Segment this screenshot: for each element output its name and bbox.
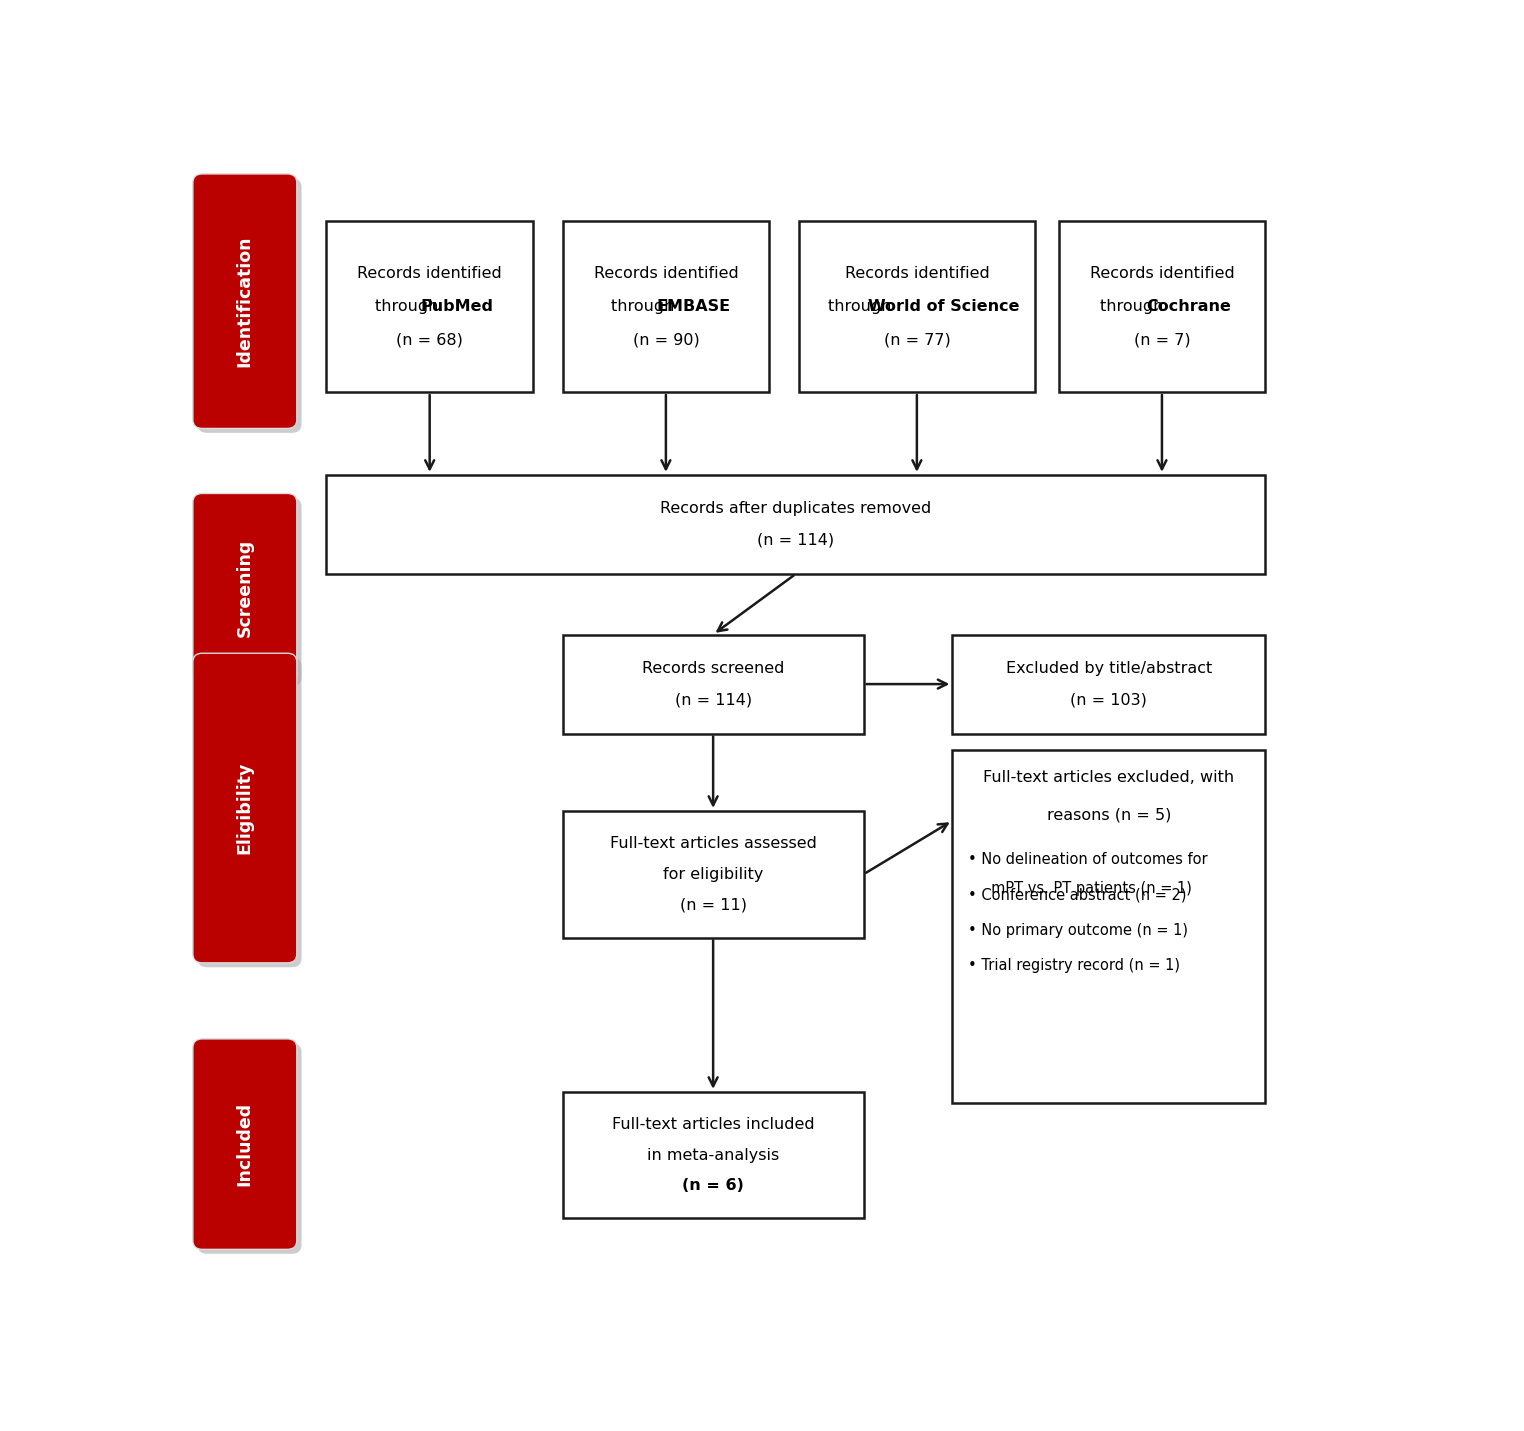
Text: Records identified: Records identified bbox=[844, 266, 989, 280]
Text: • Trial registry record (n = 1): • Trial registry record (n = 1) bbox=[968, 959, 1180, 973]
Text: (n = 114): (n = 114) bbox=[675, 693, 751, 707]
Text: Screening: Screening bbox=[236, 538, 255, 637]
Text: • No delineation of outcomes for: • No delineation of outcomes for bbox=[968, 853, 1207, 867]
FancyBboxPatch shape bbox=[562, 1092, 864, 1219]
FancyBboxPatch shape bbox=[562, 222, 770, 392]
Text: Cochrane: Cochrane bbox=[1146, 299, 1231, 315]
Text: (n = 103): (n = 103) bbox=[1070, 693, 1148, 707]
Text: EMBASE: EMBASE bbox=[655, 299, 730, 315]
Text: (n = 114): (n = 114) bbox=[757, 532, 834, 547]
FancyBboxPatch shape bbox=[952, 634, 1265, 734]
Text: (n = 7): (n = 7) bbox=[1134, 332, 1190, 348]
FancyBboxPatch shape bbox=[952, 750, 1265, 1103]
Text: Records identified: Records identified bbox=[1090, 266, 1234, 280]
FancyBboxPatch shape bbox=[198, 179, 302, 432]
Text: Records identified: Records identified bbox=[357, 266, 501, 280]
Text: PubMed: PubMed bbox=[421, 299, 494, 315]
FancyBboxPatch shape bbox=[562, 811, 864, 937]
Text: World of Science: World of Science bbox=[869, 299, 1020, 315]
Text: Records after duplicates removed: Records after duplicates removed bbox=[660, 501, 931, 517]
Text: Excluded by title/abstract: Excluded by title/abstract bbox=[1006, 661, 1212, 677]
FancyBboxPatch shape bbox=[326, 222, 533, 392]
FancyBboxPatch shape bbox=[799, 222, 1035, 392]
Text: mPT vs. PT patients (n = 1): mPT vs. PT patients (n = 1) bbox=[968, 881, 1192, 896]
Text: Full-text articles excluded, with: Full-text articles excluded, with bbox=[983, 770, 1234, 786]
Text: in meta-analysis: in meta-analysis bbox=[648, 1148, 779, 1162]
Text: (n = 11): (n = 11) bbox=[680, 897, 747, 913]
FancyBboxPatch shape bbox=[194, 494, 297, 683]
Text: Identification: Identification bbox=[236, 236, 255, 366]
Text: Full-text articles included: Full-text articles included bbox=[611, 1116, 814, 1132]
Text: through: through bbox=[828, 299, 896, 315]
FancyBboxPatch shape bbox=[198, 658, 302, 967]
FancyBboxPatch shape bbox=[198, 1043, 302, 1254]
Text: Included: Included bbox=[236, 1102, 255, 1186]
Text: for eligibility: for eligibility bbox=[663, 867, 764, 881]
FancyBboxPatch shape bbox=[1059, 222, 1265, 392]
FancyBboxPatch shape bbox=[194, 1039, 297, 1249]
Text: (n = 77): (n = 77) bbox=[884, 332, 951, 348]
Text: • No primary outcome (n = 1): • No primary outcome (n = 1) bbox=[968, 923, 1187, 937]
Text: (n = 90): (n = 90) bbox=[632, 332, 700, 348]
Text: Records identified: Records identified bbox=[593, 266, 738, 280]
Text: (n = 6): (n = 6) bbox=[683, 1179, 744, 1193]
Text: through: through bbox=[375, 299, 443, 315]
FancyBboxPatch shape bbox=[562, 634, 864, 734]
FancyBboxPatch shape bbox=[194, 653, 297, 963]
FancyBboxPatch shape bbox=[198, 498, 302, 687]
FancyBboxPatch shape bbox=[326, 475, 1265, 574]
Text: reasons (n = 5): reasons (n = 5) bbox=[1047, 807, 1170, 823]
Text: Records screened: Records screened bbox=[642, 661, 785, 677]
Text: through: through bbox=[611, 299, 680, 315]
Text: Full-text articles assessed: Full-text articles assessed bbox=[610, 836, 817, 851]
FancyBboxPatch shape bbox=[194, 175, 297, 428]
Text: through: through bbox=[1100, 299, 1169, 315]
Text: • Conference abstract (n = 2): • Conference abstract (n = 2) bbox=[968, 887, 1186, 903]
Text: (n = 68): (n = 68) bbox=[396, 332, 463, 348]
Text: Eligibility: Eligibility bbox=[236, 761, 255, 854]
